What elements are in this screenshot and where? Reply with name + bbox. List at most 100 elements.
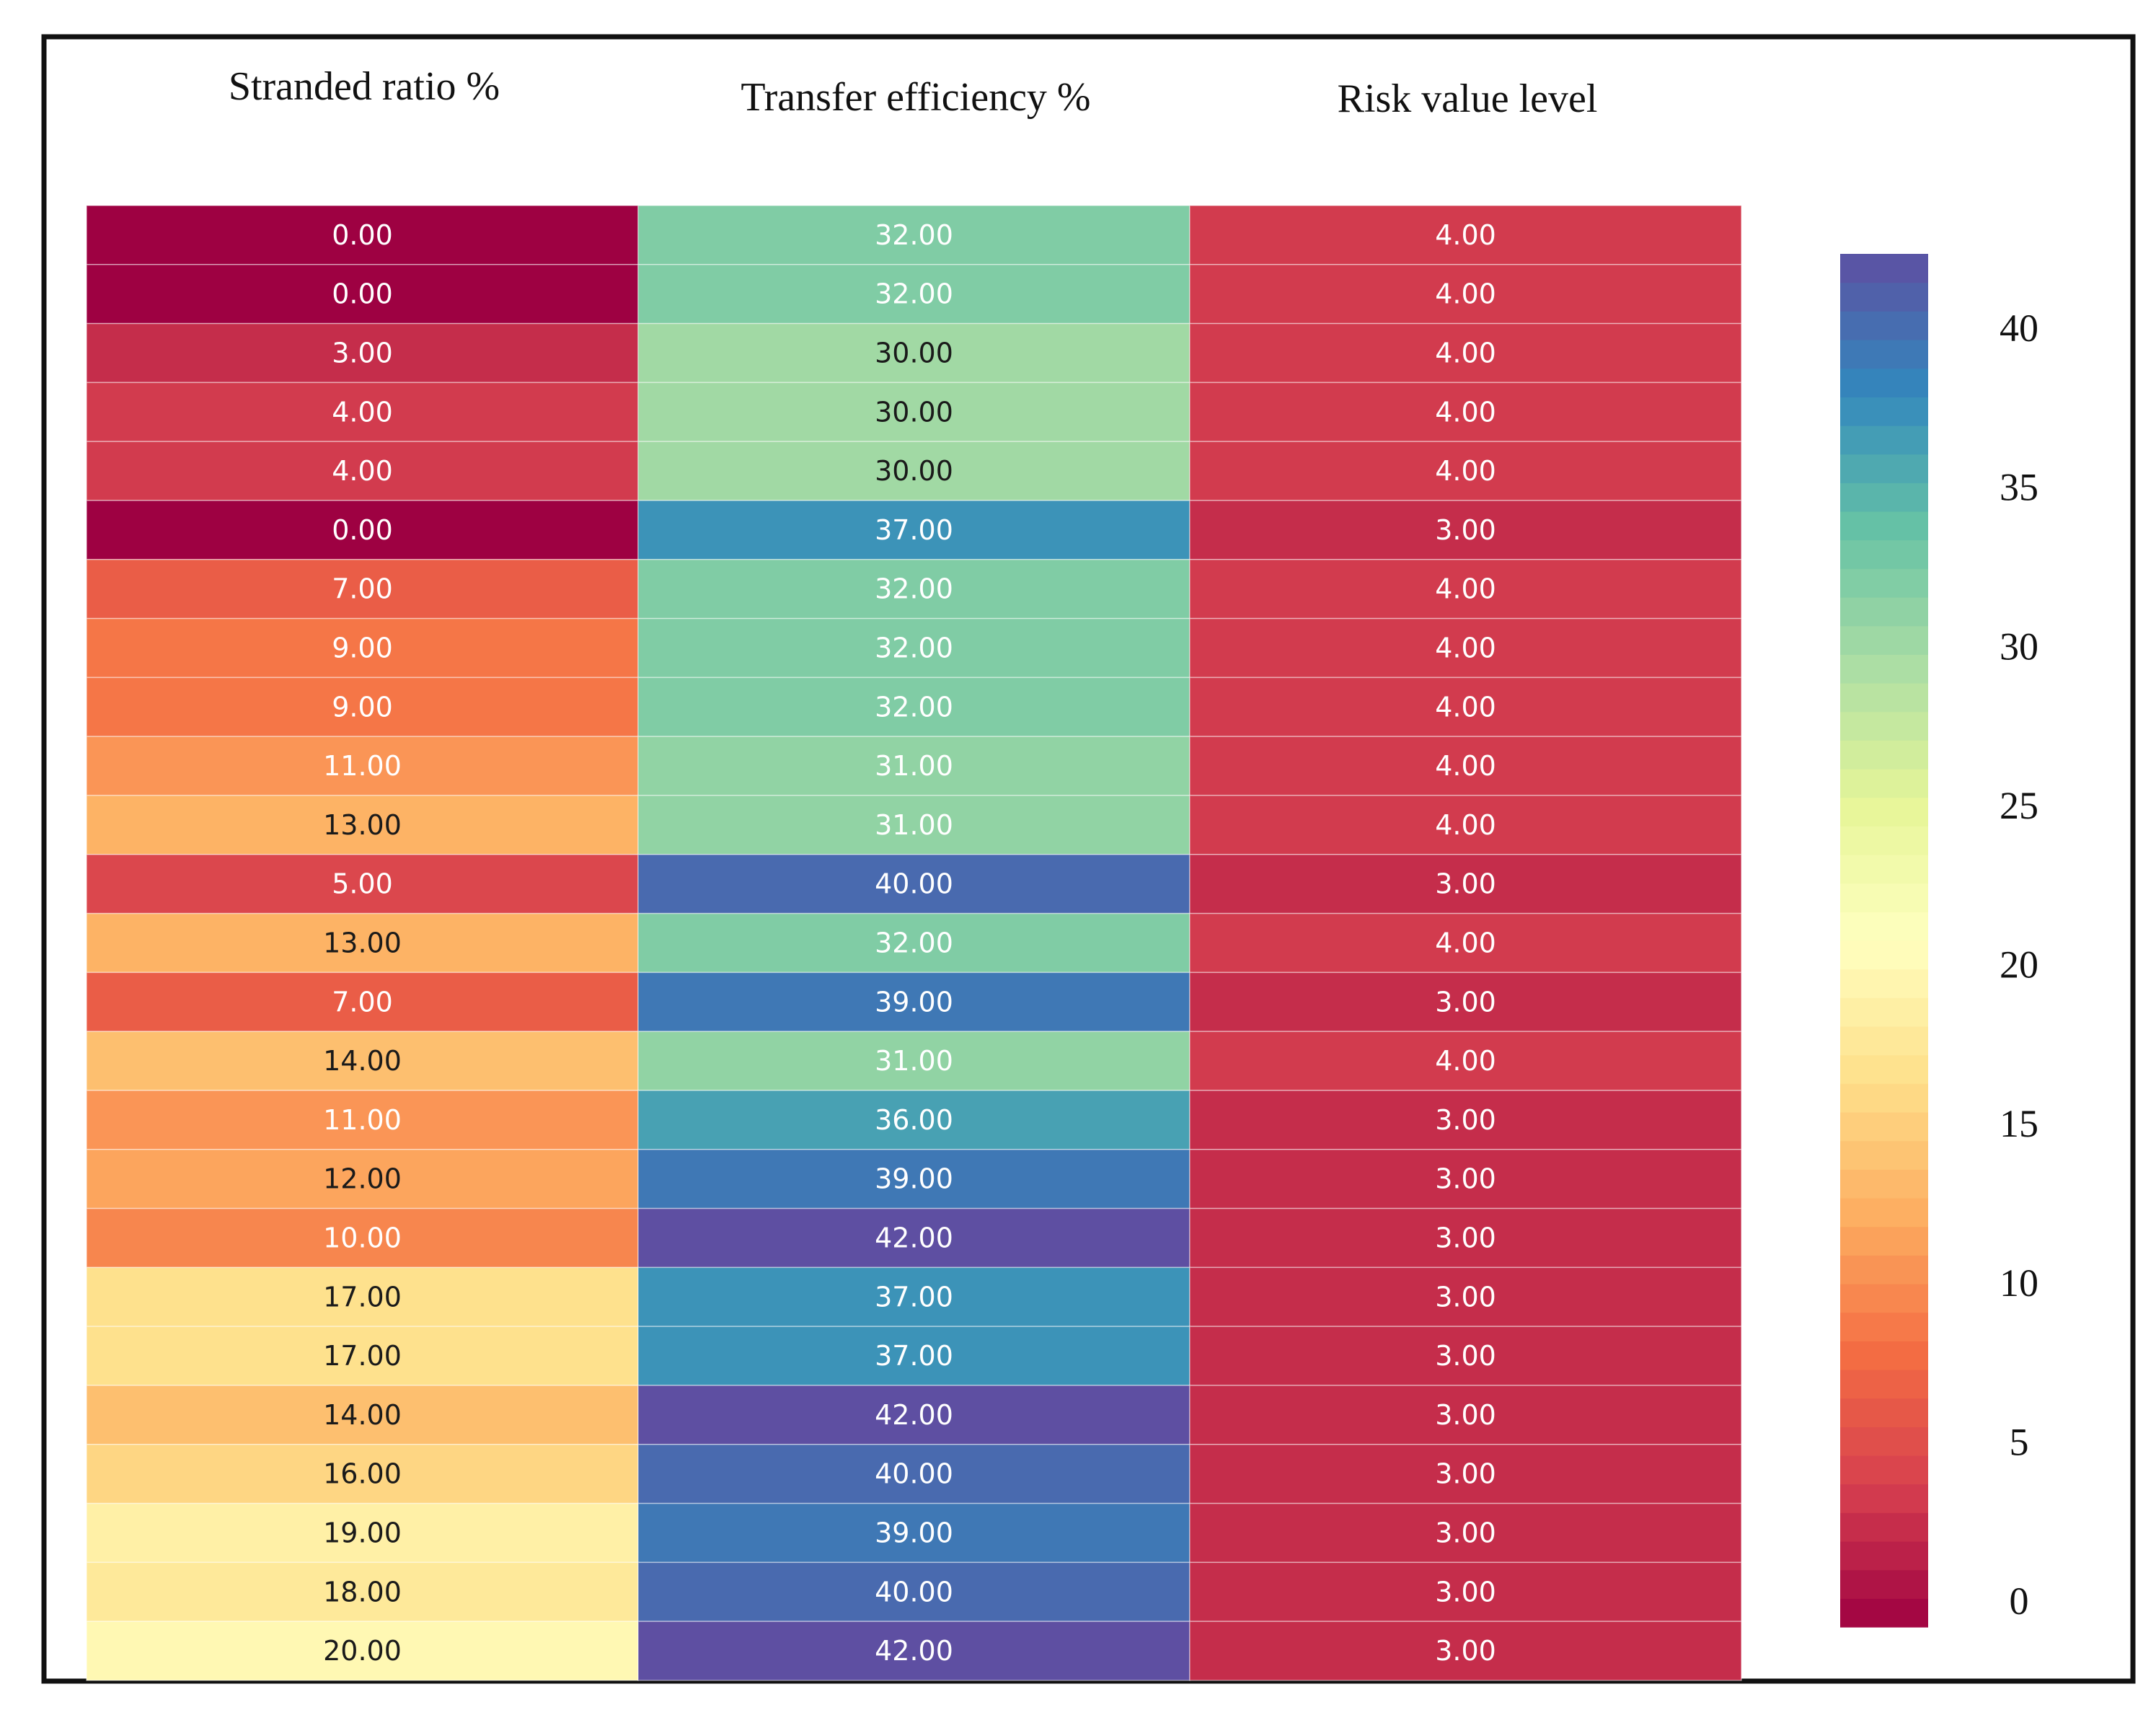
heatmap-cell-stranded-2: [86, 264, 639, 325]
heatmap-cell-label-risk-1: 4.00: [1435, 219, 1496, 251]
heatmap-cell-label-risk-5: 4.00: [1435, 455, 1496, 487]
heatmap-cell-label-transfer-9: 32.00: [875, 691, 953, 723]
heatmap-cell-transfer-5: [637, 441, 1190, 501]
colorbar-segment: [1840, 1541, 1928, 1571]
heatmap-cell-label-risk-18: 3.00: [1435, 1222, 1496, 1254]
heatmap-cell-transfer-10: [637, 736, 1190, 796]
colorbar-tick-label-5: 5: [2010, 1420, 2029, 1463]
heatmap-cell-risk-15: [1189, 1031, 1742, 1091]
heatmap-cell-label-risk-7: 4.00: [1435, 573, 1496, 605]
colorbar-tick-label-15: 15: [2000, 1102, 2038, 1145]
heatmap-cell-stranded-3: [86, 322, 639, 384]
heatmap-cell-label-risk-20: 3.00: [1435, 1340, 1496, 1372]
heatmap-cell-risk-7: [1189, 559, 1742, 620]
colorbar-segment: [1840, 1112, 1928, 1142]
colorbar-segment: [1840, 1512, 1928, 1542]
heatmap-cell-label-stranded-8: 9.00: [332, 632, 393, 664]
heatmap-cell-label-stranded-24: 18.00: [323, 1576, 402, 1608]
heatmap-cell-label-stranded-13: 13.00: [323, 927, 402, 959]
colorbar-segment: [1840, 740, 1928, 770]
heatmap-cell-risk-9: [1189, 676, 1742, 737]
heatmap-cell-label-risk-11: 4.00: [1435, 809, 1496, 841]
heatmap-cell-label-transfer-13: 32.00: [875, 927, 953, 959]
colorbar-tick-label-20: 20: [2000, 943, 2038, 987]
colorbar-segment: [1840, 1284, 1928, 1313]
heatmap-cell-risk-6: [1189, 500, 1742, 560]
heatmap-cell-transfer-21: [637, 1385, 1190, 1445]
colorbar-segment: [1840, 397, 1928, 426]
heatmap-cell-label-transfer-11: 31.00: [875, 809, 953, 841]
heatmap-cell-label-stranded-2: 0.00: [332, 278, 393, 310]
heatmap-cell-label-transfer-19: 37.00: [875, 1281, 953, 1313]
heatmap-cell-label-stranded-22: 16.00: [323, 1458, 402, 1490]
heatmap-cell-label-stranded-6: 0.00: [332, 514, 393, 546]
colorbar-tick-label-40: 40: [2000, 307, 2038, 350]
colorbar-segment: [1840, 625, 1928, 655]
colorbar: [1840, 254, 1928, 1628]
heatmap-cell-label-transfer-16: 36.00: [875, 1104, 953, 1136]
heatmap-cell-label-stranded-3: 3.00: [332, 338, 393, 369]
heatmap-cell-risk-25: [1189, 1621, 1742, 1681]
heatmap-cell-risk-10: [1189, 736, 1742, 796]
heatmap-cell-label-transfer-3: 30.00: [875, 338, 953, 369]
heatmap-cell-transfer-11: [637, 795, 1190, 855]
colorbar-segment: [1840, 340, 1928, 369]
heatmap-cell-label-risk-4: 4.00: [1435, 396, 1496, 428]
colorbar-segment: [1840, 1083, 1928, 1113]
colorbar-ticks: 0 5 10 15 20 25 30 35 40: [2000, 307, 2038, 1623]
heatmap-cell-label-transfer-8: 32.00: [875, 632, 953, 664]
heatmap-cell-label-risk-24: 3.00: [1435, 1576, 1496, 1608]
heatmap-cell-risk-3: [1189, 322, 1742, 384]
heatmap-cell-stranded-17: [86, 1149, 639, 1209]
heatmap-cell-stranded-11: [86, 795, 639, 855]
heatmap-cell-risk-8: [1189, 617, 1742, 679]
heatmap-cell-risk-11: [1189, 795, 1742, 855]
heatmap-cell-label-risk-2: 4.00: [1435, 278, 1496, 310]
column-header-risk-value-level: Risk value level: [1338, 76, 1598, 121]
colorbar-segment: [1840, 1140, 1928, 1170]
colorbar-tick-label-30: 30: [2000, 625, 2038, 668]
colorbar-segment: [1840, 1054, 1928, 1084]
heatmap-cell-stranded-6: [86, 500, 639, 560]
heatmap-cell-risk-5: [1189, 441, 1742, 501]
heatmap-cell-transfer-22: [637, 1444, 1190, 1504]
heatmap-cell-stranded-20: [86, 1326, 639, 1386]
heatmap-cell-label-risk-15: 4.00: [1435, 1045, 1496, 1077]
heatmap-cell-label-risk-3: 4.00: [1435, 338, 1496, 369]
heatmap-cell-risk-19: [1189, 1266, 1742, 1327]
heatmap-cell-transfer-3: [637, 322, 1190, 384]
heatmap-cell-transfer-8: [637, 617, 1190, 679]
heatmap-cell-stranded-22: [86, 1444, 639, 1504]
heatmap-cell-label-transfer-10: 31.00: [875, 750, 953, 782]
heatmap-cell-risk-16: [1189, 1090, 1742, 1150]
colorbar-segment: [1840, 1255, 1928, 1284]
heatmap-cell-label-stranded-25: 20.00: [323, 1635, 402, 1667]
colorbar-segment: [1840, 797, 1928, 826]
heatmap-cell-transfer-7: [637, 559, 1190, 620]
heatmap-cell-label-transfer-1: 32.00: [875, 219, 953, 251]
heatmap-cell-label-risk-16: 3.00: [1435, 1104, 1496, 1136]
heatmap-cell-stranded-4: [86, 382, 639, 442]
heatmap-cell-transfer-15: [637, 1031, 1190, 1091]
heatmap-cell-transfer-9: [637, 676, 1190, 737]
heatmap-cell-stranded-24: [86, 1561, 639, 1622]
colorbar-segment: [1840, 940, 1928, 970]
heatmap-cell-label-stranded-19: 17.00: [323, 1281, 402, 1313]
colorbar-segment: [1840, 597, 1928, 627]
heatmap-cell-transfer-6: [637, 500, 1190, 560]
heatmap-cell-label-risk-6: 3.00: [1435, 514, 1496, 546]
heatmap-cell-label-risk-10: 4.00: [1435, 750, 1496, 782]
heatmap-cell-stranded-23: [86, 1502, 639, 1564]
colorbar-segment: [1840, 426, 1928, 455]
heatmap-cell-transfer-14: [637, 971, 1190, 1032]
heatmap-cell-label-risk-14: 3.00: [1435, 986, 1496, 1018]
colorbar-segment: [1840, 1341, 1928, 1370]
heatmap-cell-label-stranded-9: 9.00: [332, 691, 393, 723]
heatmap-cell-label-stranded-23: 19.00: [323, 1517, 402, 1549]
column-headers: Stranded ratio % Transfer efficiency % R…: [229, 64, 1598, 121]
colorbar-tick-label-0: 0: [2010, 1579, 2029, 1623]
heatmap-cell-label-stranded-17: 12.00: [323, 1163, 402, 1195]
colorbar-segment: [1840, 711, 1928, 741]
colorbar-segment: [1840, 311, 1928, 340]
